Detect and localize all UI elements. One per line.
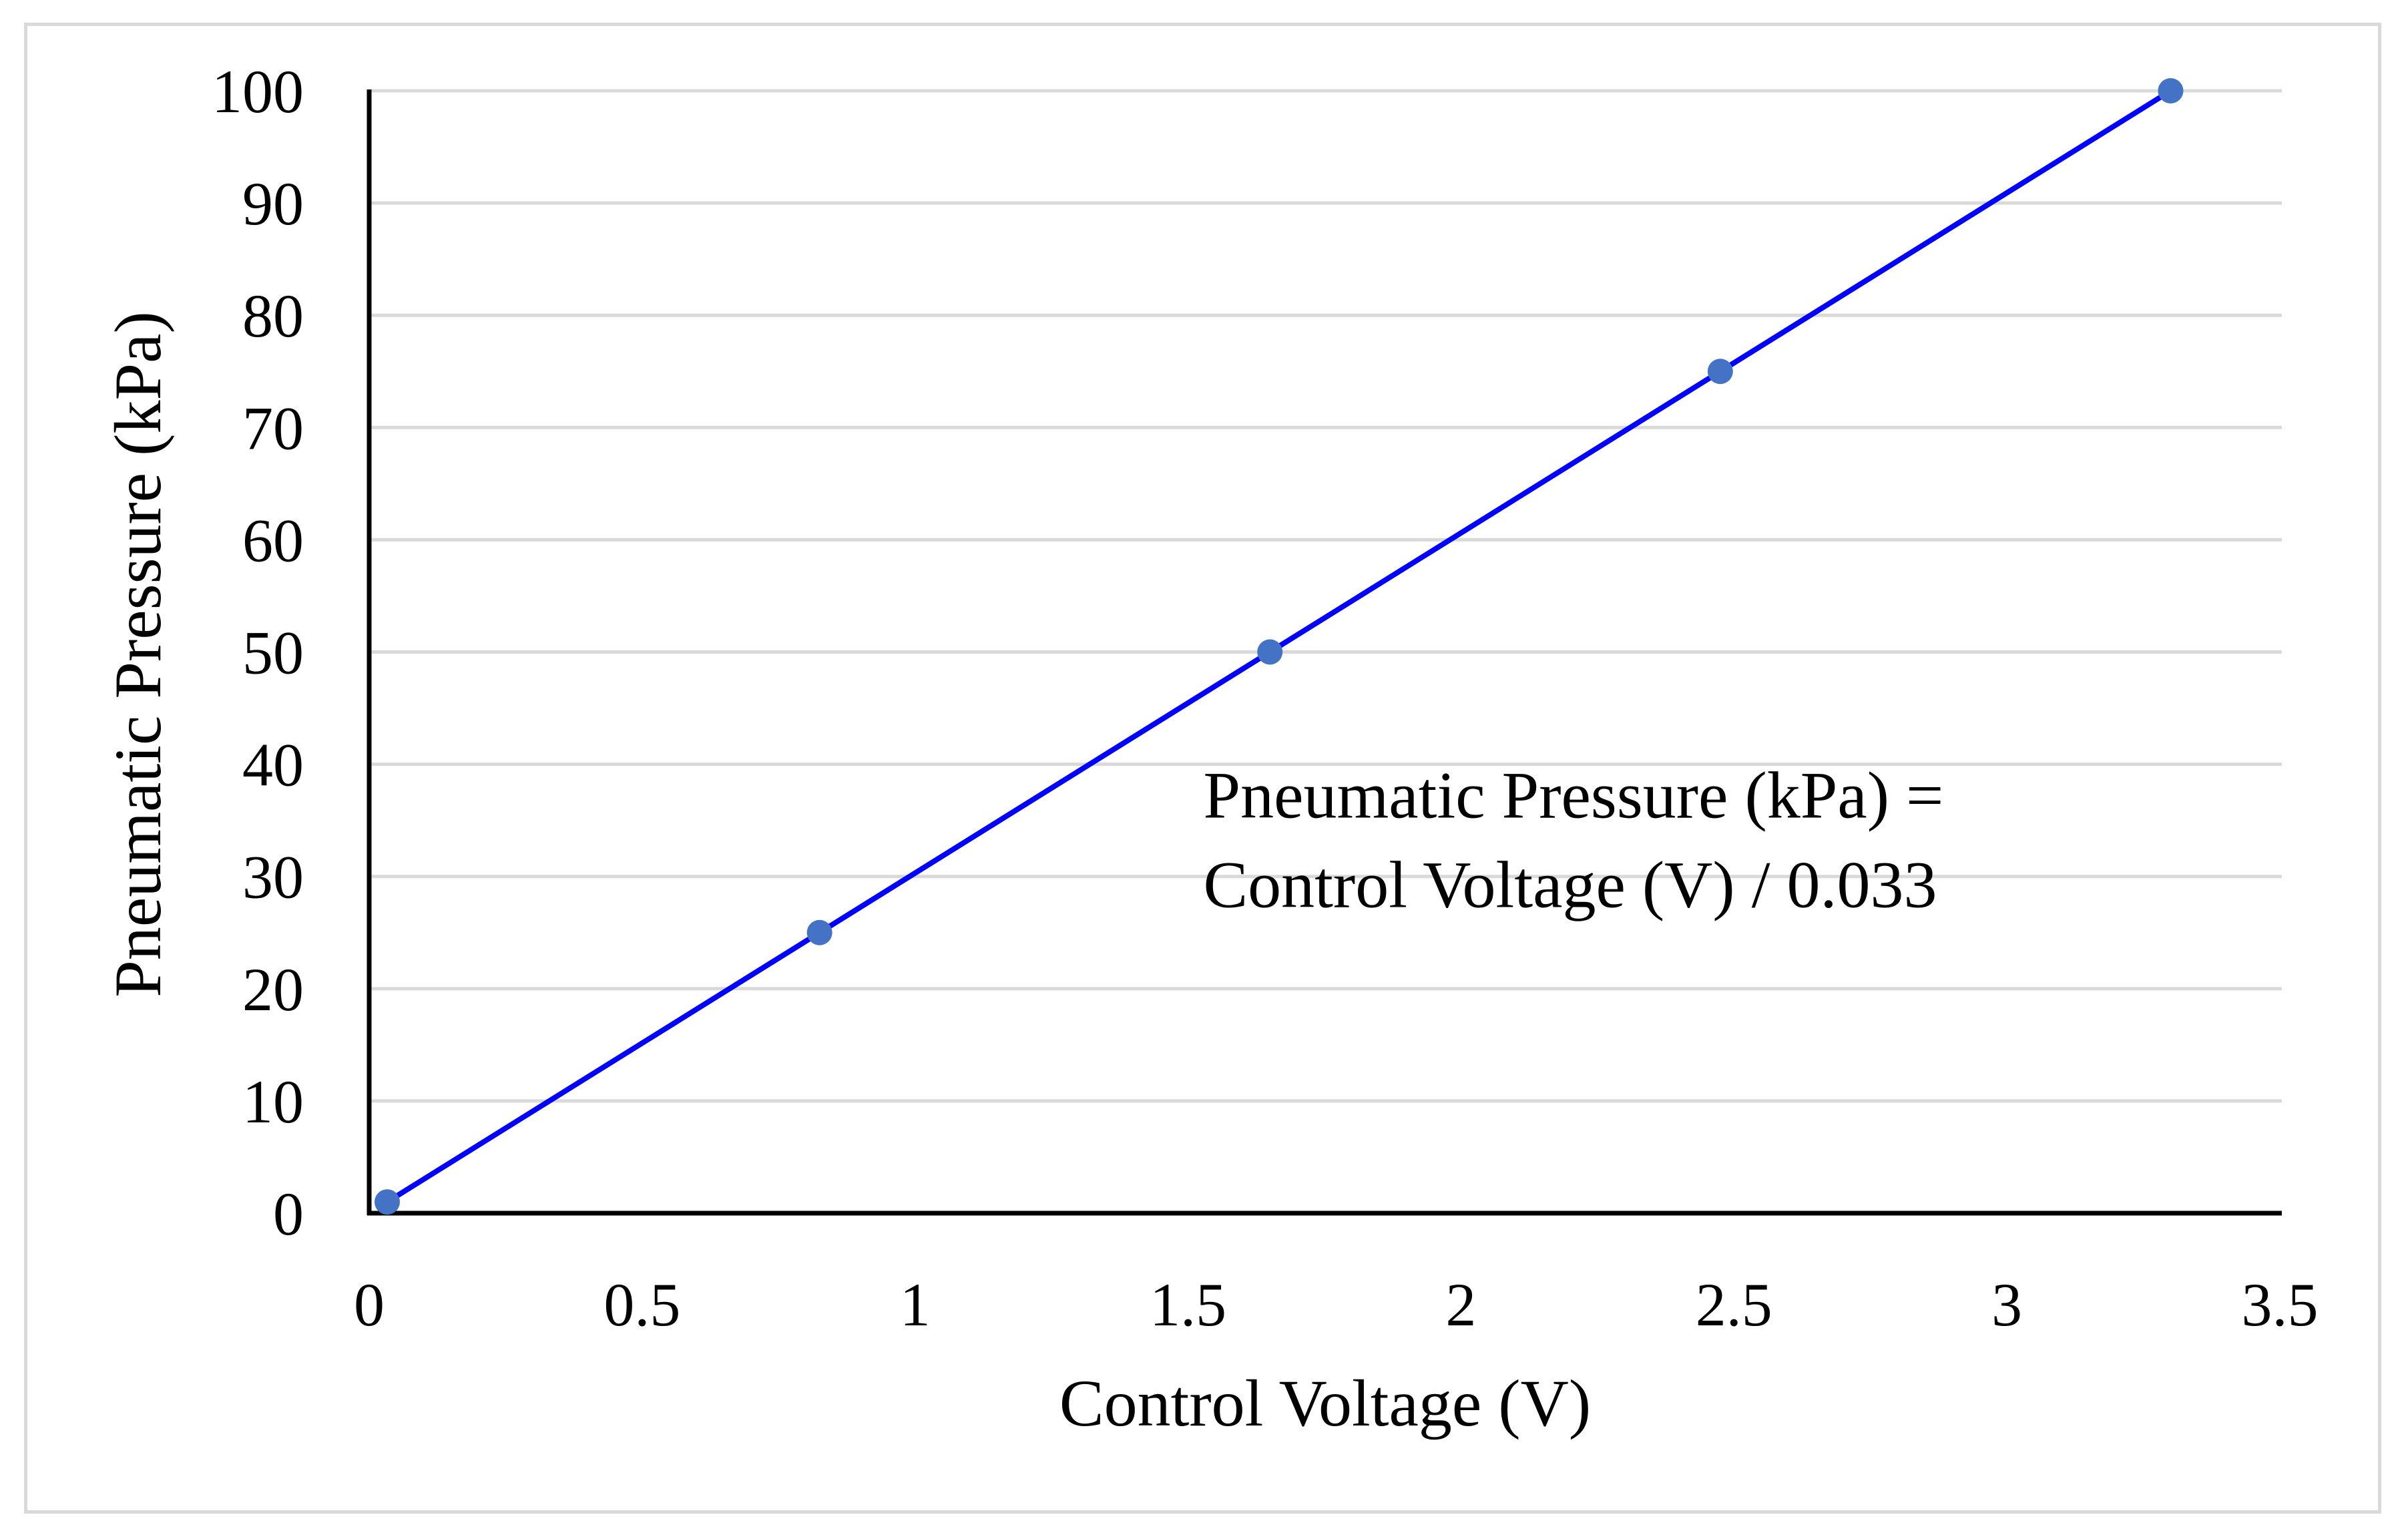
y-tick-label-10: 10: [242, 1068, 304, 1136]
y-tick-label-70: 70: [242, 394, 304, 462]
x-tick-label-3: 3: [1991, 1271, 2022, 1339]
equation-annotation-line2: Control Voltage (V) / 0.033: [1203, 848, 1937, 922]
x-tick-label-0: 0: [354, 1271, 385, 1339]
data-point-0-3: [1707, 359, 1733, 385]
series: [374, 78, 2184, 1215]
x-tick-label-1: 1: [900, 1271, 931, 1339]
x-tick-labels: 0 0.5 1 1.5 2 2.5 3 3.5: [354, 1271, 2319, 1339]
x-tick-label-2.5: 2.5: [1696, 1271, 1772, 1339]
data-point-0-1: [806, 919, 832, 945]
y-tick-label-90: 90: [242, 170, 304, 238]
x-tick-label-2: 2: [1445, 1271, 1476, 1339]
data-point-0-4: [2158, 78, 2184, 103]
y-tick-label-50: 50: [242, 619, 304, 687]
data-point-0-0: [374, 1189, 400, 1215]
y-tick-label-40: 40: [242, 731, 304, 799]
y-tick-label-60: 60: [242, 506, 304, 574]
y-tick-label-100: 100: [212, 57, 304, 126]
y-tick-label-20: 20: [242, 955, 304, 1024]
y-tick-label-0: 0: [273, 1180, 304, 1248]
y-tick-labels: 0 10 20 30 40 50 60 70 80 90 100: [212, 57, 304, 1248]
x-tick-label-1.5: 1.5: [1150, 1271, 1226, 1339]
y-tick-label-30: 30: [242, 843, 304, 911]
chart-frame: [24, 23, 2381, 1514]
data-point-0-2: [1257, 639, 1283, 665]
x-tick-label-3.5: 3.5: [2242, 1271, 2319, 1339]
gridlines: [369, 89, 2282, 1103]
equation-annotation-line1: Pneumatic Pressure (kPa) =: [1204, 758, 1944, 833]
x-tick-label-0.5: 0.5: [604, 1271, 680, 1339]
axes: [367, 89, 2282, 1216]
y-tick-label-80: 80: [242, 282, 304, 350]
y-axis-title: Pneumatic Pressure (kPa): [101, 311, 175, 998]
x-axis-title: Control Voltage (V): [1059, 1366, 1591, 1440]
